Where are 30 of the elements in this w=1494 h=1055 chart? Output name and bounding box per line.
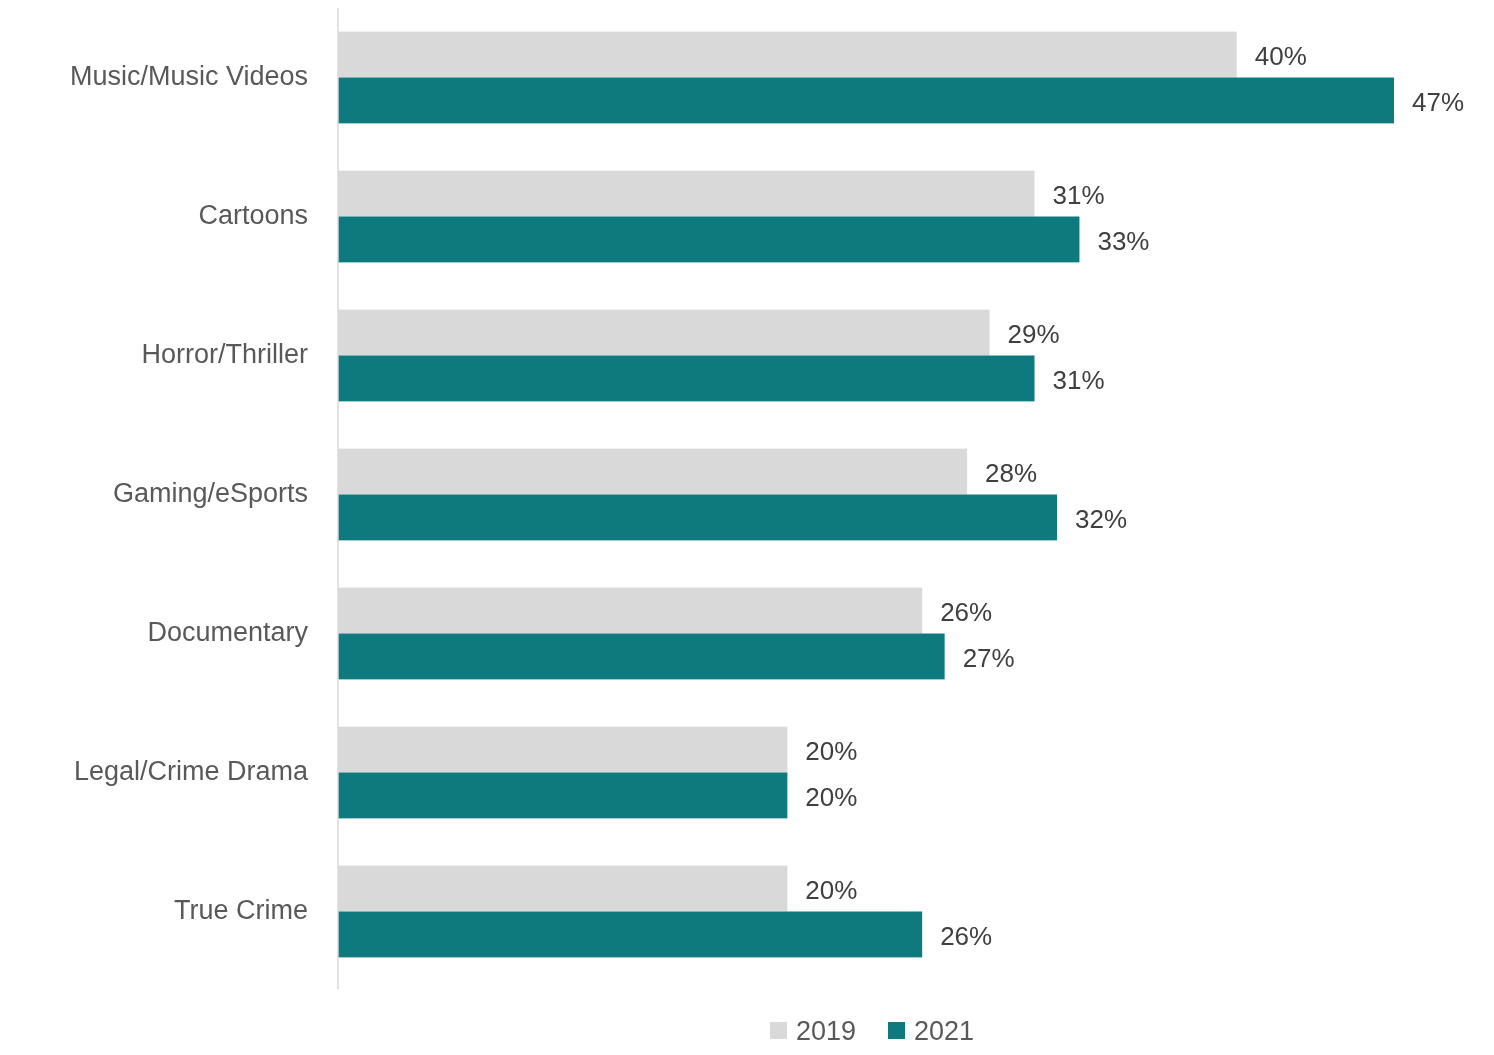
legend-label: 2019 <box>796 1016 857 1046</box>
data-label: 47% <box>1412 87 1465 118</box>
data-label: 26% <box>940 597 993 628</box>
legend-label: 2021 <box>914 1016 975 1046</box>
data-label: 27% <box>962 643 1015 674</box>
data-label: 20% <box>805 875 858 906</box>
y-tick-label: True Crime <box>173 894 308 925</box>
data-label: 31% <box>1052 365 1105 396</box>
y-tick-label: Gaming/eSports <box>112 477 308 508</box>
bar <box>338 494 1057 541</box>
y-tick-label: Documentary <box>147 616 309 647</box>
data-label: 33% <box>1097 226 1150 257</box>
data-label: 28% <box>985 458 1038 489</box>
y-tick-label: Horror/Thriller <box>141 338 308 369</box>
y-tick-label: Cartoons <box>198 199 308 230</box>
bar <box>338 355 1035 402</box>
data-label: 40% <box>1254 41 1307 72</box>
bar <box>338 216 1080 263</box>
data-label: 26% <box>940 921 993 952</box>
bar <box>338 633 945 680</box>
bar <box>338 772 788 819</box>
bar <box>338 77 1394 124</box>
data-label: 31% <box>1052 180 1105 211</box>
data-label: 32% <box>1074 504 1128 535</box>
data-label: 29% <box>1007 319 1060 350</box>
bar <box>338 911 923 958</box>
y-tick-label: Legal/Crime Drama <box>73 755 309 786</box>
y-tick-label: Music/Music Videos <box>69 60 308 91</box>
data-label: 20% <box>805 736 858 767</box>
data-label: 20% <box>805 782 858 813</box>
